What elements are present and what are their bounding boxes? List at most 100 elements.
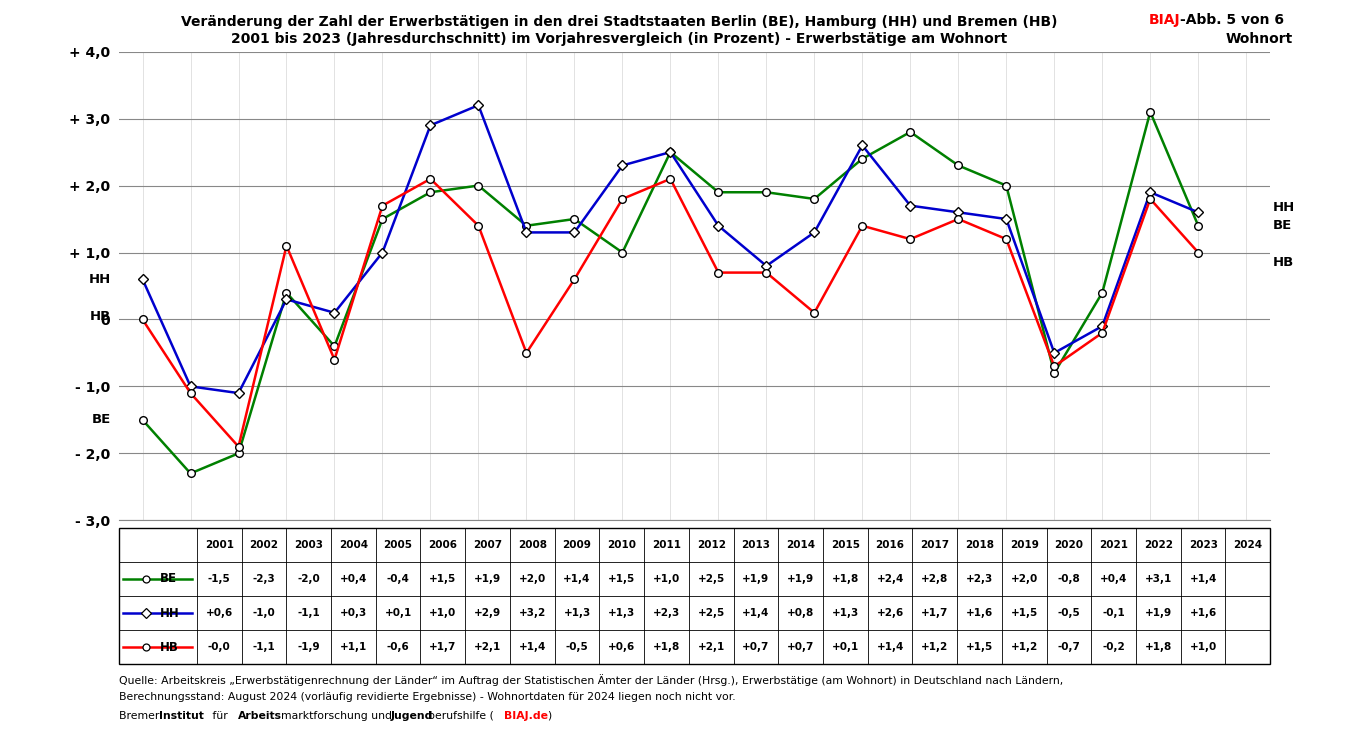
Text: Veränderung der Zahl der Erwerbstätigen in den drei Stadtstaaten Berlin (BE), Ha: Veränderung der Zahl der Erwerbstätigen … [182,15,1057,29]
Text: -0,4: -0,4 [387,574,409,584]
Text: 2024: 2024 [1234,539,1262,550]
Text: +1,4: +1,4 [563,574,591,584]
Text: +0,6: +0,6 [206,608,233,618]
Text: Institut: Institut [159,711,203,721]
Text: 2009: 2009 [563,539,591,550]
Text: 2005: 2005 [384,539,412,550]
Text: 2021: 2021 [1099,539,1129,550]
Text: HB: HB [160,641,179,654]
Text: Jugend: Jugend [391,711,434,721]
Text: 2003: 2003 [294,539,323,550]
Text: +1,5: +1,5 [966,642,993,652]
Text: -0,6: -0,6 [387,642,409,652]
Text: 2012: 2012 [696,539,726,550]
Text: +2,0: +2,0 [1010,574,1039,584]
Text: +0,7: +0,7 [742,642,769,652]
Text: Quelle: Arbeitskreis „Erwerbstätigenrechnung der Länder“ im Auftrag der Statisti: Quelle: Arbeitskreis „Erwerbstätigenrech… [119,674,1063,686]
Text: +1,5: +1,5 [1010,608,1039,618]
Text: HB: HB [90,310,112,323]
Text: +0,7: +0,7 [787,642,815,652]
Text: +1,6: +1,6 [966,608,993,618]
Text: 2007: 2007 [473,539,502,550]
Text: -0,0: -0,0 [207,642,230,652]
Text: BE: BE [160,573,176,585]
Text: -0,2: -0,2 [1102,642,1125,652]
Text: 2006: 2006 [428,539,458,550]
Text: +2,4: +2,4 [877,574,904,584]
Text: 2023: 2023 [1188,539,1218,550]
Text: +1,4: +1,4 [742,608,769,618]
Text: +1,9: +1,9 [787,574,814,584]
Text: HH: HH [160,607,179,619]
Text: +1,2: +1,2 [921,642,948,652]
Text: +0,6: +0,6 [607,642,636,652]
Text: -1,9: -1,9 [298,642,321,652]
Text: +1,3: +1,3 [607,608,636,618]
Text: HH: HH [89,273,112,286]
Text: 2018: 2018 [964,539,994,550]
Text: -2,3: -2,3 [252,574,275,584]
Text: für: für [209,711,230,721]
Text: +1,8: +1,8 [1145,642,1172,652]
Text: -2,0: -2,0 [298,574,321,584]
Text: HH: HH [1273,201,1294,214]
Text: +1,5: +1,5 [607,574,636,584]
Text: +1,3: +1,3 [831,608,859,618]
Text: Arbeits: Arbeits [237,711,282,721]
Text: BE: BE [1273,219,1292,232]
Text: -0,5: -0,5 [566,642,589,652]
Text: BIAJ.de: BIAJ.de [504,711,547,721]
Text: +2,1: +2,1 [474,642,501,652]
Text: +2,6: +2,6 [877,608,904,618]
Text: -1,5: -1,5 [207,574,230,584]
Text: +2,9: +2,9 [474,608,501,618]
Text: ): ) [547,711,551,721]
Text: marktforschung und: marktforschung und [282,711,396,721]
Text: -0,5: -0,5 [1057,608,1080,618]
Text: +1,2: +1,2 [1010,642,1039,652]
Text: -Abb. 5 von 6: -Abb. 5 von 6 [1180,13,1284,27]
Text: +0,1: +0,1 [831,642,859,652]
Text: +2,3: +2,3 [653,608,680,618]
Text: +0,8: +0,8 [787,608,814,618]
Text: -0,7: -0,7 [1057,642,1080,652]
Text: +1,7: +1,7 [921,608,948,618]
Text: +3,1: +3,1 [1145,574,1172,584]
Text: Wohnort: Wohnort [1226,32,1293,46]
Text: 2008: 2008 [517,539,547,550]
Text: +1,9: +1,9 [742,574,769,584]
Text: +1,6: +1,6 [1189,608,1216,618]
Text: berufshilfe (: berufshilfe ( [428,711,494,721]
Text: +1,4: +1,4 [877,642,904,652]
Text: HB: HB [1273,256,1294,269]
Text: 2015: 2015 [831,539,859,550]
Text: +2,5: +2,5 [698,608,725,618]
Text: BE: BE [92,413,112,427]
Text: -0,8: -0,8 [1057,574,1080,584]
Text: +1,7: +1,7 [430,642,457,652]
Text: +1,9: +1,9 [1145,608,1172,618]
Text: +1,8: +1,8 [831,574,859,584]
Text: -1,1: -1,1 [252,642,275,652]
Text: +0,3: +0,3 [339,608,366,618]
Text: 2011: 2011 [652,539,682,550]
Text: 2010: 2010 [607,539,636,550]
Text: +1,8: +1,8 [653,642,680,652]
Text: 2019: 2019 [1010,539,1039,550]
Text: +1,0: +1,0 [1189,642,1216,652]
Text: +1,0: +1,0 [653,574,680,584]
Text: +2,8: +2,8 [921,574,948,584]
Text: +0,4: +0,4 [339,574,368,584]
Text: +1,4: +1,4 [519,642,546,652]
Text: 2014: 2014 [787,539,815,550]
Text: +2,1: +2,1 [698,642,725,652]
Text: -0,1: -0,1 [1102,608,1125,618]
Text: +1,5: +1,5 [430,574,457,584]
Text: -1,0: -1,0 [252,608,275,618]
Text: 2013: 2013 [741,539,770,550]
Text: +3,2: +3,2 [519,608,546,618]
Text: Bremer: Bremer [119,711,163,721]
Text: 2020: 2020 [1055,539,1083,550]
Text: 2002: 2002 [249,539,279,550]
Text: 2017: 2017 [920,539,950,550]
